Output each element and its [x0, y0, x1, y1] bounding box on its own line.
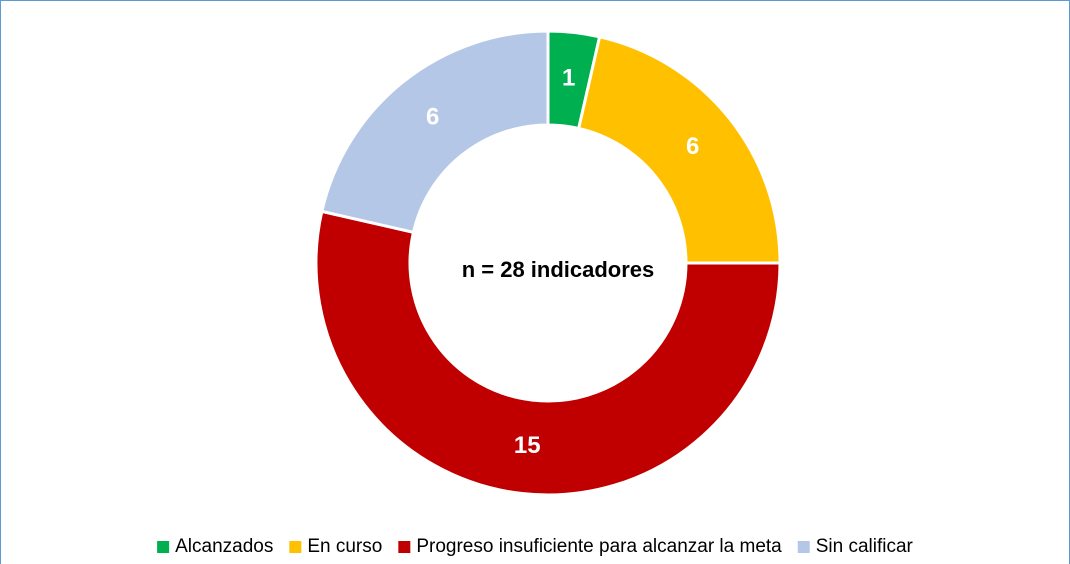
legend-swatch: [398, 541, 411, 553]
data-label: 6: [426, 104, 439, 131]
legend-label: En curso: [307, 536, 382, 557]
legend-swatch: [289, 541, 302, 553]
legend: Alcanzados En curso Progreso insuficiente …: [157, 536, 914, 557]
data-label: 15: [514, 432, 541, 459]
legend-label: Progreso insuficiente para alcanzar la m…: [416, 536, 782, 557]
legend-label: Alcanzados: [175, 536, 273, 557]
data-label: 1: [562, 65, 575, 92]
donut-segment: [314, 209, 782, 497]
center-label: n = 28 indicadores: [462, 257, 655, 282]
donut-segment: [320, 29, 550, 235]
legend-label: Sin calificar: [816, 536, 914, 557]
legend-swatch: [797, 541, 810, 553]
donut-segment: [576, 35, 782, 265]
legend-swatch: [157, 541, 170, 553]
data-label: 6: [686, 133, 699, 160]
